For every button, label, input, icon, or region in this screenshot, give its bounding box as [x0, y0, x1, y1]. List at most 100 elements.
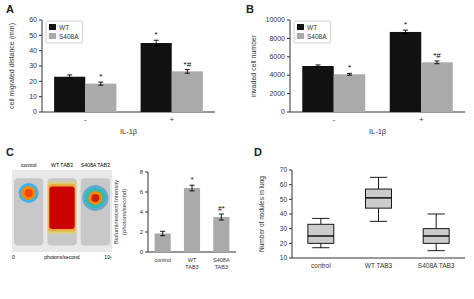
y-tick — [145, 212, 148, 213]
error-bar-stem — [192, 185, 193, 191]
y-tick-label: 0 — [281, 108, 285, 115]
x-axis-label: IL-1β — [369, 127, 387, 136]
image-background — [12, 170, 112, 252]
signal-spot — [82, 185, 108, 211]
panel-label: D — [254, 146, 262, 158]
y-axis-label: Bioluminescent Intensity(photons/second) — [113, 180, 127, 245]
y-axis-label: invaded cell number — [250, 34, 257, 97]
y-tick — [289, 170, 292, 171]
whisker-high — [320, 218, 321, 224]
error-bar-cap — [160, 231, 165, 232]
figure: A0102030405060cell migrated distance (mm… — [0, 0, 474, 299]
plot-area — [308, 177, 449, 250]
y-tick-label: 50 — [280, 196, 288, 203]
legend-swatch — [297, 24, 304, 30]
panel-label: A — [6, 3, 14, 15]
y-tick-label: 2 — [140, 229, 144, 235]
error-bar — [347, 73, 352, 75]
panel-label: B — [246, 3, 254, 15]
image-label: WT TAB3 — [51, 162, 73, 168]
bar — [213, 217, 229, 252]
y-tick-label: 10 — [280, 254, 288, 261]
y-tick-label: 20 — [29, 78, 37, 85]
annotation: * — [348, 63, 351, 72]
error-bar-stem — [162, 231, 163, 235]
whisker-cap — [370, 177, 387, 178]
signal-spot — [85, 188, 105, 208]
image-label: S408A TAB3 — [81, 162, 110, 168]
legend-box — [294, 21, 331, 43]
y-tick — [39, 35, 42, 36]
bar — [54, 77, 85, 112]
y-axis-label-line: (photons/second) — [121, 189, 127, 235]
mouse-image — [81, 178, 110, 245]
x-tick-label-line: S408A — [213, 257, 230, 263]
median — [308, 235, 334, 236]
legend-swatch — [49, 24, 56, 30]
x-tick-label: - — [332, 115, 335, 124]
bar — [85, 84, 116, 112]
whisker-low — [436, 243, 437, 250]
error-bar — [403, 30, 408, 34]
mouse-body — [81, 178, 110, 245]
panel-label: C — [6, 146, 14, 158]
y-tick-label: 2000 — [269, 90, 285, 97]
median — [366, 197, 392, 198]
legend-swatch — [49, 33, 56, 39]
y-tick-label: 6000 — [269, 53, 285, 60]
plot-area — [54, 40, 203, 112]
image-scale-label: 0 — [12, 254, 15, 260]
x-tick-label: control — [311, 262, 331, 269]
y-tick-label: 40 — [29, 47, 37, 54]
y-tick — [287, 38, 290, 39]
error-bar-cap — [435, 60, 440, 61]
y-tick — [39, 96, 42, 97]
y-tick — [145, 192, 148, 193]
box — [423, 229, 449, 244]
error-bar-cap — [403, 33, 408, 34]
y-tick-label: 8 — [140, 169, 144, 175]
error-bar — [67, 75, 72, 79]
annotation: *# — [184, 60, 192, 69]
signal-area — [49, 186, 74, 229]
y-tick-label: 4 — [140, 209, 144, 215]
mouse-image — [47, 178, 76, 245]
x-axis-label: IL-1β — [120, 127, 138, 136]
whisker-high — [378, 177, 379, 189]
y-tick — [289, 258, 292, 259]
bar — [302, 66, 334, 112]
y-tick — [39, 50, 42, 51]
y-axis-label-line: invaded cell number — [250, 34, 257, 97]
error-bar — [219, 214, 224, 220]
mouse-body — [47, 178, 76, 245]
error-bar-cap — [403, 30, 408, 31]
y-tick-label: 10 — [29, 93, 37, 100]
y-tick-label: 6 — [140, 189, 144, 195]
legend-label: WT — [59, 24, 69, 31]
error-bar-cap — [219, 214, 224, 215]
signal-spot — [22, 186, 36, 200]
whisker-cap — [312, 247, 329, 248]
error-bar-cap — [160, 235, 165, 236]
x-axis-line — [292, 258, 465, 259]
error-bar — [98, 82, 103, 85]
signal-spot — [88, 191, 102, 205]
signal-spot — [19, 183, 39, 203]
y-axis-label-line: cell migrated distance (mm) — [8, 23, 16, 109]
error-bar-stem — [100, 82, 101, 85]
y-tick — [289, 214, 292, 215]
y-tick — [287, 93, 290, 94]
annotation: * — [191, 176, 194, 183]
error-bar-stem — [405, 30, 406, 34]
y-tick-label: 4000 — [269, 71, 285, 78]
x-tick-label-line: TAB3 — [215, 264, 228, 270]
y-axis-label: cell migrated distance (mm) — [8, 23, 16, 109]
error-bar-cap — [67, 74, 72, 75]
y-tick — [39, 112, 42, 113]
x-tick-label: + — [419, 115, 424, 124]
annotation: * — [155, 30, 158, 39]
y-tick-label: 0 — [33, 108, 37, 115]
bar — [141, 43, 172, 112]
signal-area — [48, 184, 75, 232]
whisker-cap — [428, 250, 445, 251]
